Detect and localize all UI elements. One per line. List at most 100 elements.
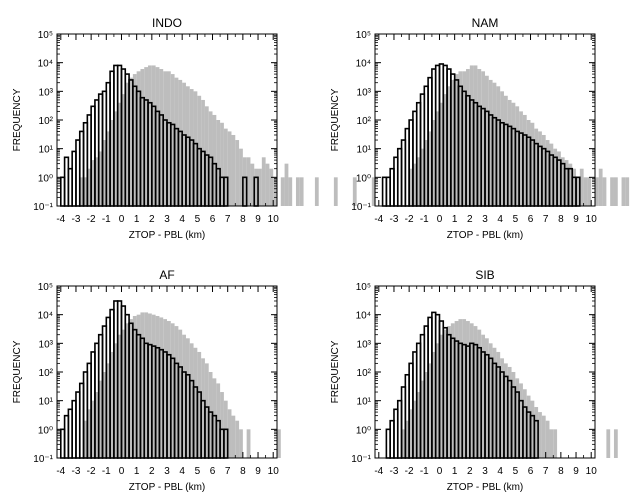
y-tick-label: 10⁻¹ <box>33 454 53 465</box>
bar-gray <box>598 168 603 206</box>
y-tick-label: 10² <box>357 116 372 127</box>
bar-gray <box>401 429 406 458</box>
bar-gray <box>155 315 160 458</box>
x-tick-label: 2 <box>467 214 473 225</box>
bar-gray <box>462 71 467 206</box>
bar-gray <box>541 134 546 206</box>
bar-gray <box>469 65 474 206</box>
bar-gray <box>511 372 516 458</box>
bar-gray <box>220 122 224 206</box>
bar-gray <box>87 409 92 458</box>
bar-gray <box>576 177 580 206</box>
x-tick-label: 4 <box>497 214 503 225</box>
x-tick-label: -4 <box>374 466 383 477</box>
x-tick-label: 7 <box>543 466 549 477</box>
bar-gray <box>314 177 319 206</box>
bar-gray <box>155 67 160 206</box>
x-tick-label: 5 <box>513 214 519 225</box>
bar-gray <box>477 69 482 206</box>
bar-gray <box>515 106 520 206</box>
bar-gray <box>530 122 535 206</box>
bar-gray <box>606 429 611 458</box>
x-tick-label: 2 <box>149 466 155 477</box>
bar-gray <box>503 363 508 458</box>
bar-gray <box>466 69 470 206</box>
bar-gray <box>106 131 111 206</box>
x-tick-label: -2 <box>87 466 96 477</box>
x-tick-label: 5 <box>513 466 519 477</box>
bar-gray <box>189 89 194 206</box>
bar-gray <box>545 140 550 206</box>
bar-gray <box>132 315 137 458</box>
y-tick-label: 10⁴ <box>38 311 53 322</box>
bar-gray <box>280 177 285 206</box>
x-tick-label: 6 <box>528 466 534 477</box>
x-tick-label: -1 <box>102 214 111 225</box>
bar-gray <box>110 351 114 458</box>
x-tick-label: -4 <box>56 214 65 225</box>
x-tick-label: 5 <box>195 214 201 225</box>
bar-gray <box>477 329 482 458</box>
x-tick-label: 2 <box>149 214 155 225</box>
bar-gray <box>277 429 281 458</box>
y-tick-label: 10⁻¹ <box>351 202 371 213</box>
bar-gray <box>242 157 247 206</box>
bar-gray <box>231 134 236 206</box>
bar-gray <box>560 157 565 206</box>
bar-gray <box>515 378 520 458</box>
bar-gray <box>91 160 95 206</box>
bar-gray <box>167 321 171 458</box>
bar-gray <box>500 91 504 206</box>
x-tick-label: 0 <box>119 466 125 477</box>
y-tick-label: 10⁰ <box>38 425 53 436</box>
x-tick-label: 8 <box>240 214 246 225</box>
bar-gray <box>204 106 209 206</box>
bar-gray <box>454 74 459 206</box>
bar-gray <box>299 177 304 206</box>
x-tick-label: -2 <box>405 214 414 225</box>
bar-gray <box>545 420 550 458</box>
bar-gray <box>424 140 429 206</box>
x-tick-label: 8 <box>558 214 564 225</box>
bar-gray <box>273 177 277 206</box>
bar-gray <box>473 326 478 458</box>
bar-gray <box>625 177 630 206</box>
y-tick-label: 10³ <box>357 87 372 98</box>
bar-gray <box>416 392 421 458</box>
bar-gray <box>458 319 463 458</box>
bar-gray <box>538 412 542 458</box>
bar-gray <box>450 323 455 458</box>
bar-gray <box>170 323 175 458</box>
bar-gray <box>117 102 122 206</box>
bar-gray <box>163 319 167 458</box>
bar-gray <box>231 415 236 458</box>
bar-gray <box>91 400 95 458</box>
x-tick-label: 9 <box>255 214 261 225</box>
bar-gray <box>572 168 577 206</box>
bar-gray <box>352 177 357 206</box>
bar-gray <box>610 177 614 206</box>
bar-gray <box>159 69 164 206</box>
bar-gray <box>371 177 376 206</box>
bar-gray <box>428 131 432 206</box>
panel-af: 10⁻¹ 10⁰ 10¹ 10² 10³ 10⁴ 10⁵ -4 -3 -2 -1 0 1 2 3 4 5 6 7 8 9… <box>12 268 281 493</box>
bar-gray <box>412 163 417 206</box>
x-tick-label: -3 <box>72 466 81 477</box>
bar-gray <box>507 366 512 458</box>
y-axis-label: FREQUENCY <box>12 88 23 151</box>
bar-gray <box>178 79 183 206</box>
bar-gray <box>435 111 440 206</box>
y-tick-label: 10⁵ <box>38 30 53 41</box>
x-tick-label: -3 <box>72 214 81 225</box>
y-tick-label: 10⁰ <box>356 425 371 436</box>
bar-gray <box>246 157 251 206</box>
bar-gray <box>83 177 88 206</box>
bar-gray <box>151 65 156 206</box>
bar-gray <box>579 168 584 206</box>
bar-gray <box>113 343 118 458</box>
y-tick-label: 10¹ <box>357 145 372 156</box>
x-tick-label: 3 <box>482 466 488 477</box>
bar-gray <box>121 329 126 458</box>
bar-gray <box>204 363 209 458</box>
